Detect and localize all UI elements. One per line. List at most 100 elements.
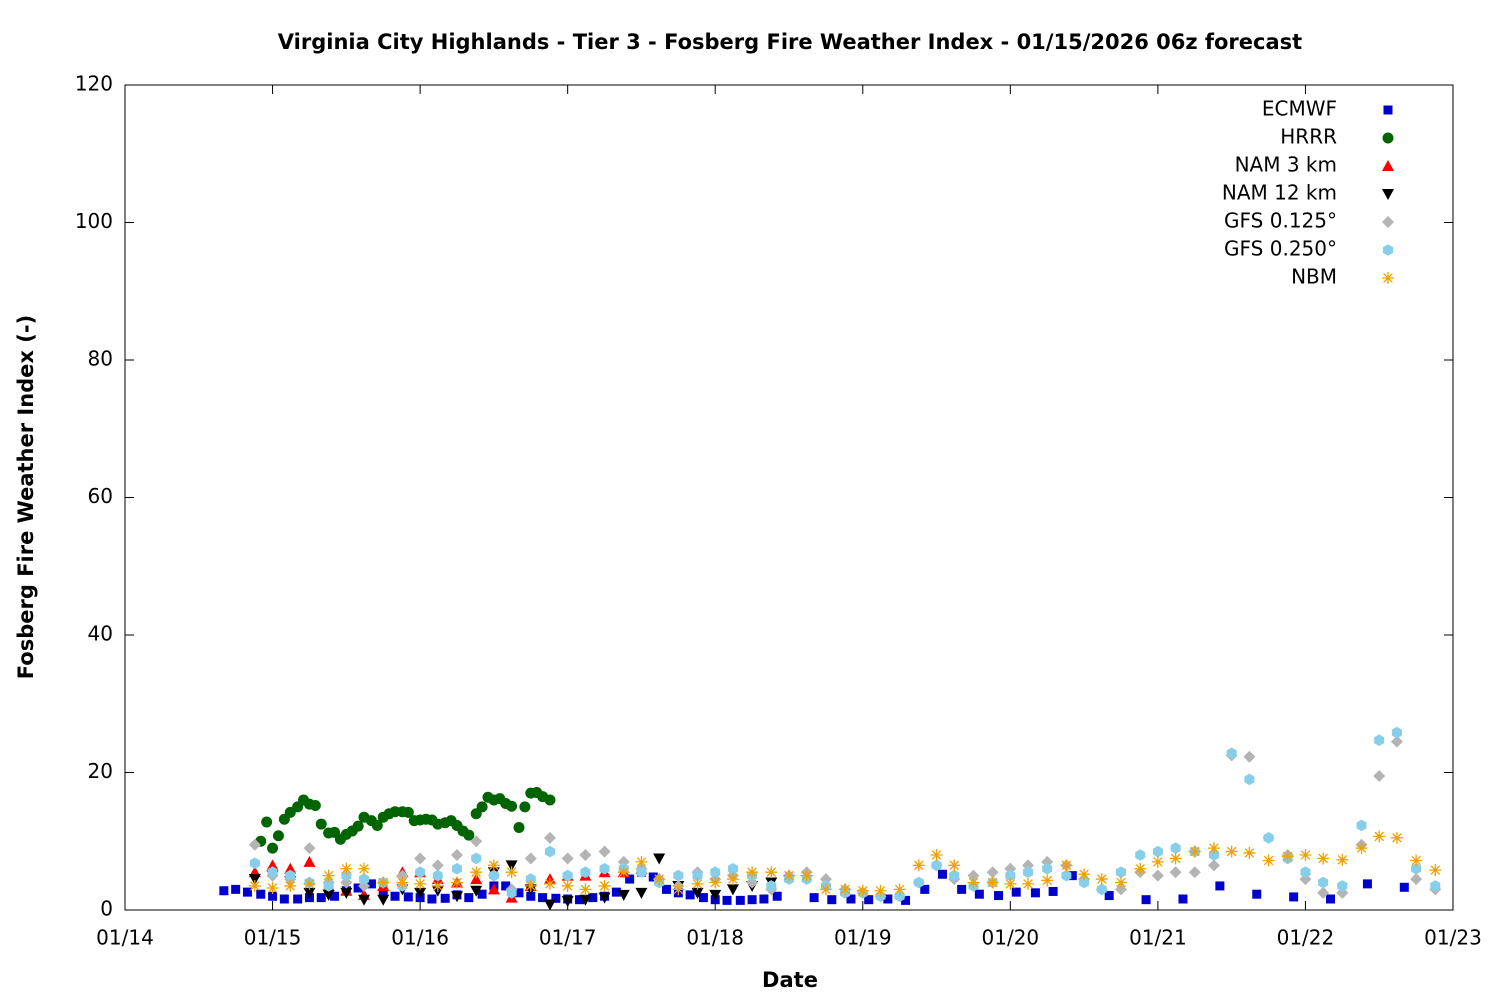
data-point: [471, 852, 482, 865]
data-point: [710, 866, 721, 878]
data-point: [1041, 874, 1054, 887]
data-point: [653, 853, 666, 865]
legend-marker: [1383, 105, 1393, 115]
data-point: [543, 877, 556, 890]
data-point: [827, 895, 837, 905]
data-point: [809, 893, 819, 903]
x-tick-label: 01/15: [244, 926, 302, 950]
data-point: [1244, 773, 1255, 786]
data-point: [1169, 852, 1182, 865]
data-point: [1243, 846, 1256, 859]
data-point: [248, 879, 261, 892]
data-point: [322, 869, 335, 882]
data-point: [378, 889, 388, 898]
data-point: [611, 887, 621, 897]
data-point: [986, 876, 999, 889]
data-point: [414, 877, 427, 890]
data-point: [323, 880, 334, 892]
data-point: [1337, 880, 1348, 892]
data-point: [248, 874, 261, 886]
data-point: [561, 879, 574, 892]
data-point: [930, 849, 943, 861]
data-point: [544, 845, 555, 858]
data-point: [1170, 842, 1181, 854]
data-point: [1390, 831, 1403, 844]
x-tick-label: 01/23: [1424, 926, 1482, 950]
data-point: [330, 891, 340, 901]
series-asterisk: [248, 830, 1442, 897]
data-point: [431, 879, 444, 892]
data-point: [912, 859, 925, 872]
data-point: [1208, 849, 1219, 861]
data-point: [268, 891, 278, 901]
data-point: [1022, 877, 1035, 890]
data-point: [747, 895, 757, 905]
data-point: [506, 800, 518, 812]
data-point: [957, 884, 967, 894]
data-point: [359, 873, 370, 885]
data-point: [248, 838, 261, 851]
data-point: [488, 869, 499, 882]
data-point: [266, 882, 279, 894]
data-point: [293, 894, 303, 904]
data-point: [986, 866, 999, 879]
data-point: [1207, 842, 1220, 855]
data-point: [451, 876, 463, 889]
data-point: [1356, 819, 1367, 832]
data-point: [1152, 845, 1163, 858]
data-point: [1096, 883, 1107, 896]
x-tick-label: 01/22: [1277, 926, 1335, 950]
data-point: [432, 869, 443, 882]
data-point: [1188, 845, 1201, 858]
data-point: [1430, 880, 1441, 892]
data-point: [451, 849, 463, 861]
data-point: [340, 887, 353, 899]
data-point: [402, 806, 414, 818]
data-point: [901, 895, 911, 905]
data-point: [1011, 887, 1021, 897]
data-point: [1281, 850, 1294, 863]
data-point: [414, 887, 427, 899]
data-point: [1410, 873, 1423, 886]
legend-marker: [1382, 160, 1394, 171]
data-point: [451, 891, 463, 903]
data-point: [937, 869, 947, 879]
data-point: [487, 859, 500, 872]
data-point: [1362, 879, 1372, 889]
data-point: [1262, 854, 1275, 867]
data-point: [653, 873, 666, 886]
data-point: [487, 883, 500, 895]
data-point: [800, 869, 813, 882]
data-point: [309, 800, 321, 811]
legend-label: NBM: [1291, 265, 1337, 289]
data-point: [1169, 866, 1182, 879]
data-point: [526, 891, 536, 901]
legend-marker: [1382, 132, 1394, 144]
data-point: [303, 887, 316, 899]
data-point: [598, 879, 611, 892]
data-point: [883, 894, 893, 904]
data-point: [396, 876, 409, 889]
data-point: [470, 835, 483, 848]
data-point: [709, 876, 722, 889]
data-point: [949, 869, 960, 882]
x-tick-label: 01/17: [539, 926, 597, 950]
data-point: [1188, 866, 1201, 879]
data-point: [819, 883, 832, 896]
data-point: [561, 852, 574, 865]
data-point: [692, 869, 703, 882]
data-point: [284, 879, 297, 892]
y-axis-title: Fosberg Fire Weather Index (-): [14, 315, 38, 679]
data-point: [524, 852, 537, 865]
data-point: [525, 873, 536, 885]
legend-label: NAM 3 km: [1235, 153, 1337, 177]
data-point: [1079, 876, 1090, 889]
data-point: [538, 893, 548, 903]
data-point: [598, 845, 611, 858]
data-point: [519, 801, 531, 813]
data-point: [470, 866, 483, 879]
data-point: [1095, 873, 1108, 886]
data-point: [673, 869, 684, 882]
data-point: [1410, 854, 1423, 867]
data-point: [1135, 849, 1146, 861]
